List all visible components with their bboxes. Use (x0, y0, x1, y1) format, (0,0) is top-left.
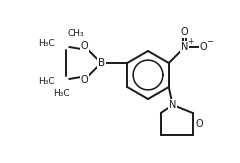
Text: O: O (80, 41, 88, 51)
Text: B: B (98, 58, 105, 68)
Text: H₃C: H₃C (38, 76, 54, 86)
Text: N: N (169, 100, 176, 110)
Text: O: O (200, 42, 208, 52)
Text: O: O (80, 75, 88, 85)
Text: N: N (181, 42, 188, 52)
Text: O: O (196, 119, 204, 129)
Text: H₃C: H₃C (53, 89, 70, 97)
Text: CH₃: CH₃ (68, 29, 84, 37)
Text: +: + (188, 37, 194, 46)
Text: H₃C: H₃C (38, 38, 54, 47)
Text: O: O (181, 27, 189, 37)
Text: −: − (206, 37, 213, 46)
